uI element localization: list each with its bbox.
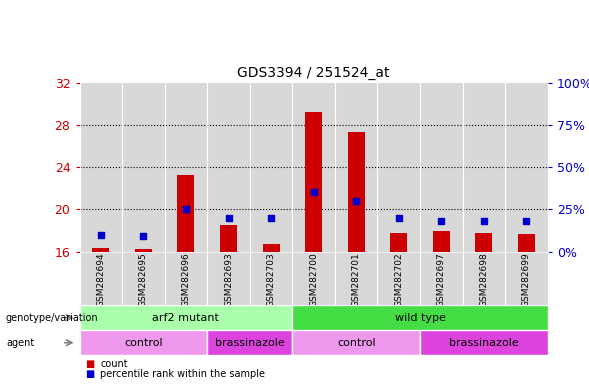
Text: control: control: [124, 338, 163, 348]
Text: brassinazole: brassinazole: [215, 338, 284, 348]
Point: [352, 198, 361, 204]
Bar: [220, 225, 237, 252]
Title: GDS3394 / 251524_at: GDS3394 / 251524_at: [237, 66, 390, 80]
Text: ■: ■: [85, 359, 95, 369]
Point: [181, 206, 191, 212]
Text: GSM282703: GSM282703: [267, 253, 276, 307]
Point: [394, 215, 403, 221]
Point: [522, 218, 531, 224]
Bar: [292, 330, 420, 355]
Point: [138, 233, 148, 239]
Bar: [475, 232, 492, 252]
Text: genotype/variation: genotype/variation: [6, 313, 98, 323]
Bar: [135, 250, 152, 252]
Bar: [80, 330, 207, 355]
Text: GSM282695: GSM282695: [139, 253, 148, 307]
Bar: [177, 175, 194, 252]
Text: GSM282697: GSM282697: [437, 253, 446, 307]
Point: [224, 215, 233, 221]
Point: [96, 232, 105, 238]
Bar: [305, 112, 322, 252]
Text: agent: agent: [6, 338, 34, 348]
Text: wild type: wild type: [395, 313, 445, 323]
Bar: [420, 330, 548, 355]
Text: GSM282693: GSM282693: [224, 253, 233, 307]
Text: GSM282700: GSM282700: [309, 253, 318, 307]
Bar: [391, 232, 408, 252]
Bar: [348, 132, 365, 252]
Bar: [518, 233, 535, 252]
Point: [479, 218, 489, 224]
Text: count: count: [100, 359, 128, 369]
Point: [266, 215, 276, 221]
Text: GSM282694: GSM282694: [96, 253, 105, 307]
Bar: [433, 232, 450, 252]
Text: control: control: [337, 338, 376, 348]
Text: GSM282696: GSM282696: [181, 253, 190, 307]
Bar: [263, 244, 280, 252]
Text: ■: ■: [85, 369, 95, 379]
Text: GSM282699: GSM282699: [522, 253, 531, 307]
Bar: [80, 305, 292, 330]
Bar: [207, 330, 292, 355]
Text: GSM282702: GSM282702: [394, 253, 403, 307]
Text: arf2 mutant: arf2 mutant: [153, 313, 219, 323]
Bar: [292, 305, 548, 330]
Point: [436, 218, 446, 224]
Text: GSM282701: GSM282701: [352, 253, 360, 307]
Text: percentile rank within the sample: percentile rank within the sample: [100, 369, 265, 379]
Text: GSM282698: GSM282698: [479, 253, 488, 307]
Text: brassinazole: brassinazole: [449, 338, 519, 348]
Bar: [92, 248, 110, 252]
Point: [309, 189, 318, 195]
